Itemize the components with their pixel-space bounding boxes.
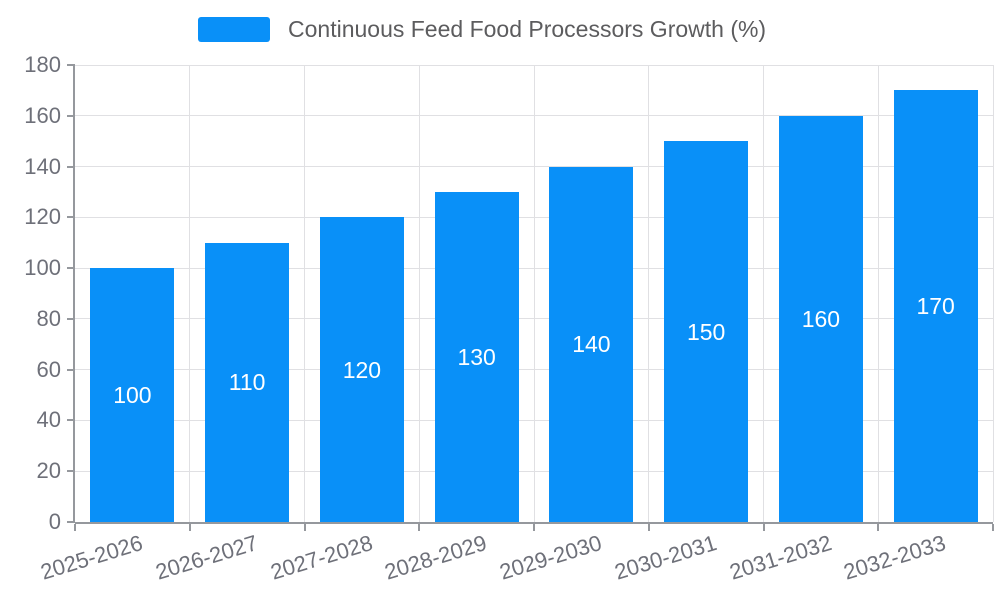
y-axis-tick-label: 40	[36, 407, 61, 433]
y-axis-tick	[67, 419, 75, 422]
x-axis-tick-label: 2029-2030	[496, 530, 605, 585]
bar-value-label: 140	[572, 331, 611, 358]
gridline-vertical	[418, 65, 420, 522]
x-axis-tick-label: 2027-2028	[267, 530, 376, 585]
x-axis-tick	[877, 524, 880, 531]
bar-value-label: 160	[801, 305, 841, 332]
bar[interactable]	[778, 115, 863, 522]
gridline-vertical	[189, 65, 191, 522]
y-axis-tick-label: 0	[48, 509, 61, 534]
bar[interactable]	[549, 166, 634, 522]
y-axis-tick	[67, 521, 75, 523]
x-axis-tick-label: 2030-2031	[611, 530, 720, 585]
y-axis-tick-label: 160	[24, 102, 61, 128]
y-axis-tick-label: 140	[24, 153, 61, 179]
y-axis-tick	[67, 267, 75, 270]
x-axis-tick	[762, 524, 765, 531]
bar[interactable]	[434, 191, 519, 522]
y-axis-tick	[67, 216, 75, 219]
gridline-vertical	[992, 65, 994, 522]
y-axis-line	[73, 65, 75, 522]
y-axis-tick-label: 180	[24, 52, 61, 77]
x-axis-tick	[74, 524, 76, 531]
x-axis-tick	[418, 524, 421, 531]
gridline-vertical	[648, 65, 650, 522]
bar[interactable]	[90, 268, 175, 522]
legend-swatch-icon	[198, 17, 270, 42]
bar[interactable]	[319, 217, 404, 522]
x-axis-line	[75, 522, 993, 524]
x-axis-tick	[533, 524, 535, 531]
x-axis-tick	[992, 524, 994, 531]
x-axis-tick-label: 2028-2029	[382, 530, 490, 585]
x-axis-tick-label: 2025-2026	[37, 530, 146, 585]
bar-value-label: 120	[342, 356, 382, 383]
y-axis-tick-label: 60	[36, 356, 61, 382]
y-axis-tick	[67, 317, 75, 320]
bar[interactable]	[893, 90, 978, 522]
legend-item[interactable]: Continuous Feed Food Processors Growth (…	[198, 16, 766, 43]
x-axis-tick	[303, 524, 306, 531]
y-axis-tick-label: 120	[24, 204, 61, 230]
gridline-vertical	[877, 65, 879, 522]
bar[interactable]	[205, 242, 290, 522]
bar-value-label: 150	[686, 318, 726, 345]
gridline-vertical	[533, 65, 535, 522]
y-axis-tick	[67, 64, 75, 66]
y-axis-tick	[67, 470, 75, 473]
x-axis-tick	[188, 524, 191, 531]
bar-value-label: 110	[228, 369, 266, 396]
y-axis-tick-label: 20	[36, 458, 61, 484]
x-axis-tick-label: 2031-2032	[726, 530, 835, 585]
y-axis-tick	[67, 114, 75, 117]
y-axis-tick	[67, 368, 75, 371]
x-axis-tick-label: 2026-2027	[152, 530, 261, 585]
bar-value-label: 170	[916, 293, 955, 320]
y-axis-tick-label: 100	[24, 255, 61, 281]
gridline-vertical	[304, 65, 305, 522]
x-axis-tick-label: 2032-2033	[841, 530, 949, 585]
bar-value-label: 130	[457, 343, 496, 370]
y-axis-tick-label: 80	[36, 305, 61, 331]
legend-label: Continuous Feed Food Processors Growth (…	[288, 16, 767, 42]
x-axis-tick	[647, 524, 650, 531]
y-axis-tick	[67, 165, 75, 168]
bar[interactable]	[664, 141, 749, 522]
bar-value-label: 100	[113, 382, 152, 409]
gridline-vertical	[763, 65, 764, 522]
